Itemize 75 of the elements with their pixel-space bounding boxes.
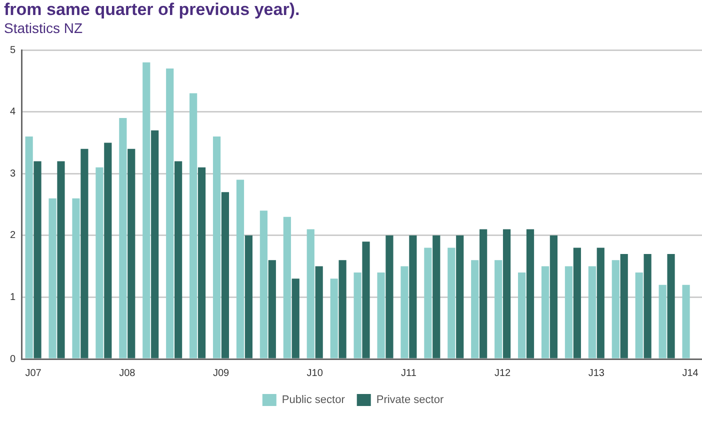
bar [573,248,581,358]
bar [620,254,628,358]
x-tick-label: J11 [401,368,417,379]
bar [612,260,620,358]
bar [362,242,370,358]
bar [386,235,394,358]
bar [128,148,136,358]
x-tick-label: J08 [119,368,136,379]
bar [212,136,221,358]
x-tick-label: J09 [212,368,230,379]
bar [292,278,300,358]
bar [550,235,558,358]
bar [34,161,42,358]
chart-subtitle: Statistics NZ [4,20,83,36]
bar [25,136,33,358]
y-tick-label: 0 [10,354,16,365]
x-tick-label: J12 [494,368,512,379]
bar [471,260,479,358]
x-tick-label: J10 [306,368,324,379]
y-tick-label: 2 [10,230,16,242]
bar [57,161,65,358]
x-tick-label: J14 [682,368,699,379]
bar [400,266,408,358]
bar [315,266,323,358]
bar [564,266,573,358]
bar [142,62,150,358]
bar [377,272,385,358]
bar [596,248,604,358]
bar [151,130,159,358]
bar [526,229,534,358]
bar [166,68,174,358]
bar [306,229,314,358]
bar [682,284,690,358]
x-tick-label: J07 [25,368,42,379]
bar [190,93,198,358]
bar [502,229,511,358]
y-tick-label: 5 [10,44,16,56]
bar [448,248,456,358]
bar [480,229,488,358]
y-tick-label: 4 [10,106,16,118]
bar [424,248,432,358]
bar [221,192,230,358]
bar [409,235,417,358]
bar [456,235,464,358]
bar [541,266,550,358]
bar [283,216,291,358]
bar [588,266,596,358]
bar [644,254,652,358]
bar [635,272,643,358]
y-tick-label: 3 [10,168,16,180]
bar [80,148,88,358]
bar [432,235,440,358]
bar [338,260,346,358]
bar [96,167,104,358]
bar [236,180,244,358]
bar [119,118,127,358]
bar [72,198,80,358]
chart-title: from same quarter of previous year). [4,0,300,20]
bar [198,167,206,358]
bar [658,284,666,358]
bar [494,260,502,358]
bar [354,272,362,358]
y-tick-label: 1 [10,292,16,303]
bar [48,198,56,358]
bar [260,210,268,358]
bar [174,161,182,358]
bar [268,260,276,358]
legend-label: Public sector [282,394,346,406]
bar [518,272,526,358]
x-tick-label: J13 [588,368,605,379]
bar [104,142,112,358]
bar [244,235,252,358]
legend-label: Private sector [376,394,444,406]
bar [330,278,338,358]
bar [667,254,675,358]
